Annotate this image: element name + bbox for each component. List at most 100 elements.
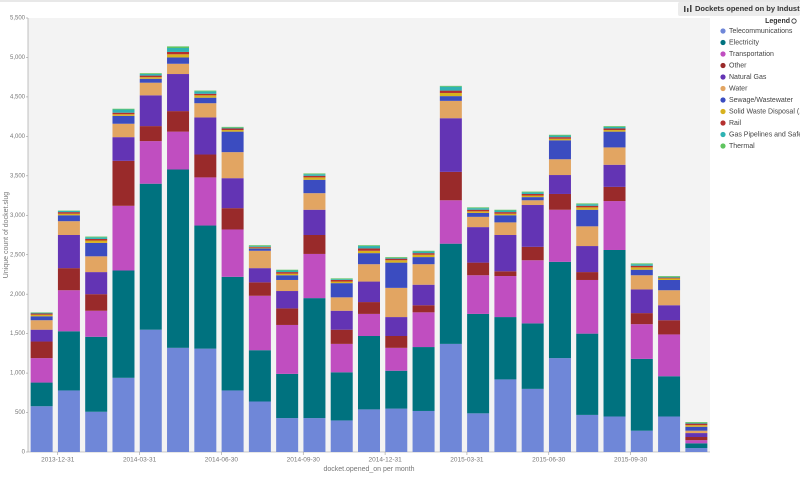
bar-segment[interactable] [248, 350, 271, 402]
title-button[interactable] [678, 2, 800, 16]
bar-segment[interactable] [85, 256, 108, 273]
bar-segment[interactable] [330, 372, 353, 421]
bar-segment[interactable] [521, 200, 544, 206]
bar-segment[interactable] [385, 262, 408, 288]
bar-segment[interactable] [194, 348, 217, 452]
bar-segment[interactable] [30, 313, 53, 315]
bar-segment[interactable] [303, 177, 326, 180]
bar-segment[interactable] [57, 290, 80, 332]
bar-segment[interactable] [330, 310, 353, 330]
bar-segment[interactable] [467, 207, 490, 209]
bar-segment[interactable] [248, 268, 271, 283]
bar-segment[interactable] [276, 279, 299, 292]
bar-segment[interactable] [576, 279, 599, 334]
bar-segment[interactable] [494, 210, 517, 213]
bar-segment[interactable] [603, 186, 626, 202]
bar-segment[interactable] [112, 160, 135, 206]
bar-segment[interactable] [685, 426, 708, 431]
bar-segment[interactable] [685, 443, 708, 449]
bar-segment[interactable] [30, 382, 53, 407]
bar-segment[interactable] [630, 358, 653, 431]
bar-segment[interactable] [358, 245, 380, 247]
bar-segment[interactable] [603, 249, 626, 417]
bar-segment[interactable] [358, 409, 380, 452]
bar-segment[interactable] [658, 305, 681, 321]
bar-segment[interactable] [494, 215, 517, 223]
bar-segment[interactable] [576, 246, 599, 273]
bar-segment[interactable] [248, 250, 271, 269]
bar-segment[interactable] [358, 250, 380, 254]
bar-segment[interactable] [276, 373, 299, 419]
bar-segment[interactable] [85, 310, 108, 337]
bar-segment[interactable] [385, 317, 408, 337]
bar-segment[interactable] [548, 140, 571, 160]
bar-segment[interactable] [167, 63, 190, 75]
bar-segment[interactable] [248, 248, 271, 251]
bar-segment[interactable] [30, 320, 53, 330]
bar-segment[interactable] [548, 175, 571, 194]
legend-label[interactable]: Transportation [729, 51, 774, 58]
bar-segment[interactable] [330, 297, 353, 311]
bar-segment[interactable] [630, 265, 653, 268]
bar-segment[interactable] [685, 423, 708, 426]
bar-segment[interactable] [630, 324, 653, 359]
bar-segment[interactable] [221, 131, 244, 153]
bar-segment[interactable] [167, 51, 190, 55]
bar-segment[interactable] [439, 243, 462, 344]
bar-segment[interactable] [630, 289, 653, 314]
bar-segment[interactable] [358, 313, 380, 337]
bar-segment[interactable] [167, 169, 190, 348]
bar-segment[interactable] [548, 134, 571, 136]
bar-segment[interactable] [221, 390, 244, 452]
bar-segment[interactable] [439, 86, 462, 91]
bar-segment[interactable] [221, 208, 244, 230]
bar-segment[interactable] [439, 92, 462, 97]
bar-segment[interactable] [85, 240, 108, 243]
bar-segment[interactable] [139, 77, 162, 79]
bar-segment[interactable] [194, 154, 217, 178]
bar-segment[interactable] [630, 267, 653, 270]
bar-segment[interactable] [167, 347, 190, 452]
bar-segment[interactable] [85, 238, 108, 241]
bar-segment[interactable] [603, 126, 626, 129]
bar-segment[interactable] [303, 174, 326, 176]
bar-segment[interactable] [303, 298, 326, 419]
bar-segment[interactable] [412, 250, 435, 252]
bar-segment[interactable] [358, 246, 380, 249]
bar-segment[interactable] [139, 183, 162, 330]
bar-segment[interactable] [658, 277, 681, 279]
bar-segment[interactable] [276, 291, 299, 309]
bar-segment[interactable] [57, 212, 80, 214]
bar-segment[interactable] [412, 305, 435, 313]
bar-segment[interactable] [85, 236, 108, 238]
bar-segment[interactable] [221, 130, 244, 132]
bar-segment[interactable] [603, 130, 626, 132]
legend-label[interactable]: Thermal [729, 143, 755, 150]
bar-segment[interactable] [112, 114, 135, 116]
bar-segment[interactable] [330, 279, 353, 280]
bar-segment[interactable] [521, 388, 544, 452]
bar-segment[interactable] [139, 75, 162, 78]
bar-segment[interactable] [30, 341, 53, 359]
bar-segment[interactable] [658, 276, 681, 277]
bar-segment[interactable] [603, 201, 626, 250]
bar-segment[interactable] [167, 47, 190, 52]
bar-segment[interactable] [358, 302, 380, 314]
bar-segment[interactable] [658, 416, 681, 452]
bar-segment[interactable] [548, 135, 571, 138]
bar-segment[interactable] [685, 437, 708, 441]
bar-segment[interactable] [112, 205, 135, 271]
bar-segment[interactable] [521, 197, 544, 201]
bar-segment[interactable] [494, 209, 517, 211]
bar-segment[interactable] [221, 126, 244, 128]
bar-segment[interactable] [467, 208, 490, 210]
bar-segment[interactable] [248, 401, 271, 452]
bar-segment[interactable] [494, 379, 517, 452]
bar-segment[interactable] [412, 312, 435, 348]
bar-segment[interactable] [30, 314, 53, 317]
bar-segment[interactable] [194, 95, 217, 98]
legend-label[interactable]: Telecommunications [729, 28, 793, 35]
bar-segment[interactable] [576, 205, 599, 208]
bar-segment[interactable] [276, 275, 299, 280]
bar-segment[interactable] [467, 227, 490, 263]
